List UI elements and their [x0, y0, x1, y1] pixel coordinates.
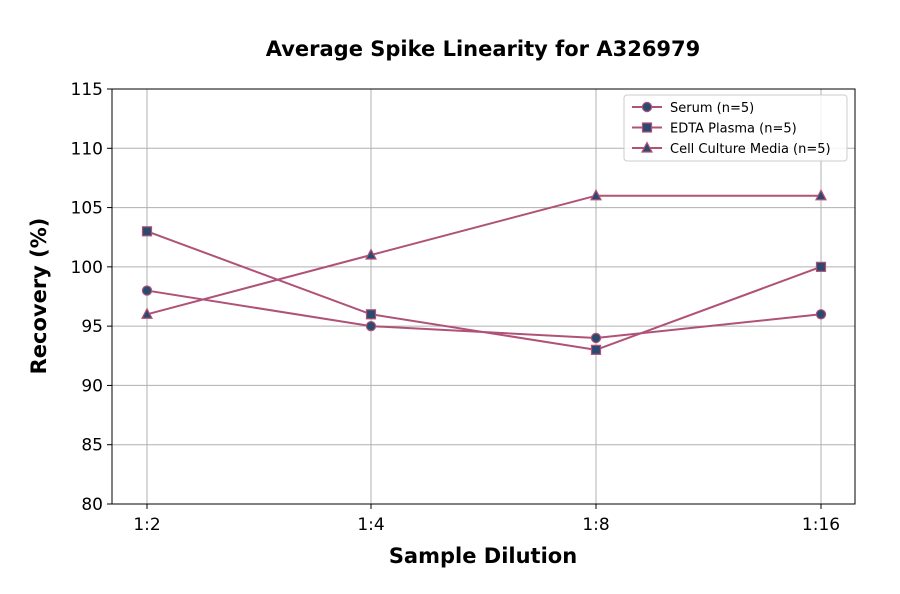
y-tick-label: 90	[81, 376, 103, 396]
legend-label: Serum (n=5)	[670, 101, 754, 116]
data-point-triangle	[815, 188, 827, 201]
x-tick-label: 1:4	[357, 515, 384, 535]
series-group	[141, 188, 827, 355]
legend-marker-circle	[641, 101, 653, 113]
y-tick-label: 85	[81, 436, 103, 456]
data-point-triangle	[590, 188, 602, 201]
data-point-circle	[815, 309, 827, 320]
y-tick-label: 105	[71, 199, 103, 219]
x-axis-label: Sample Dilution	[389, 544, 577, 568]
legend-entry: EDTA Plasma (n=5)	[632, 122, 797, 137]
data-point-circle	[141, 285, 153, 296]
x-tick-label: 1:8	[582, 515, 609, 535]
y-tick-label: 115	[71, 80, 103, 100]
x-tick-label: 1:2	[133, 515, 160, 535]
legend-entry: Cell Culture Media (n=5)	[632, 141, 831, 157]
y-tick-label: 100	[71, 258, 103, 278]
data-point-square	[365, 309, 377, 320]
plot-area-frame	[111, 88, 856, 505]
x-axis: 1:2 1:4 1:8 1:16	[133, 504, 840, 535]
series-line	[146, 289, 822, 340]
y-axis-label: Recovery (%)	[27, 218, 51, 375]
series-triangle	[141, 188, 827, 319]
y-tick-label: 80	[81, 495, 103, 515]
data-point-triangle	[141, 307, 153, 319]
series-line	[146, 230, 822, 351]
legend: Serum (n=5) EDTA Plasma (n=5) Cell Culture…	[623, 94, 848, 162]
series-circle	[141, 285, 827, 344]
legend-marker-triangle	[641, 141, 653, 153]
y-tick-label: 95	[81, 317, 103, 337]
y-axis: 80 85 90 95 100 105 110 115	[71, 80, 112, 515]
legend-items: Serum (n=5) EDTA Plasma (n=5) Cell Culture…	[632, 101, 831, 157]
data-point-square	[815, 261, 827, 272]
data-point-square	[141, 226, 153, 237]
data-point-circle	[365, 320, 377, 332]
legend-marker-square	[641, 122, 653, 133]
x-tick-label: 1:16	[802, 515, 840, 535]
legend-label: EDTA Plasma (n=5)	[670, 122, 797, 137]
data-point-circle	[590, 332, 602, 344]
data-point-square	[590, 344, 602, 355]
legend-label: Cell Culture Media (n=5)	[670, 142, 831, 157]
legend-frame	[623, 94, 848, 162]
chart-title: Average Spike Linearity for A326979	[266, 37, 701, 61]
y-tick-label: 110	[71, 139, 103, 159]
legend-entry: Serum (n=5)	[632, 101, 754, 116]
data-point-triangle	[365, 248, 377, 260]
series-line	[146, 194, 821, 316]
series-square	[141, 226, 827, 355]
